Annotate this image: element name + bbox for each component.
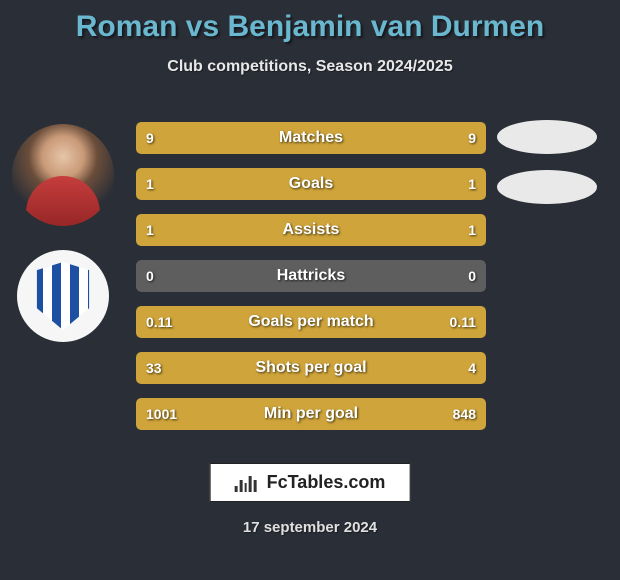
bar-right-fill bbox=[311, 122, 486, 154]
crest-shield-icon bbox=[34, 262, 92, 330]
stat-row: 11Assists bbox=[136, 214, 486, 246]
bar-left-fill bbox=[136, 168, 311, 200]
stat-right-value: 1 bbox=[468, 168, 476, 200]
stat-right-value: 9 bbox=[468, 122, 476, 154]
stat-left-value: 33 bbox=[146, 352, 162, 384]
player2-avatar-placeholder bbox=[497, 120, 597, 154]
stat-left-value: 0 bbox=[146, 260, 154, 292]
stat-left-value: 9 bbox=[146, 122, 154, 154]
bar-right-fill bbox=[311, 214, 486, 246]
bar-left-fill bbox=[136, 214, 311, 246]
bar-left-fill bbox=[136, 352, 448, 384]
attribution-text: FcTables.com bbox=[267, 472, 386, 493]
stats-bars: 99Matches11Goals11Assists00Hattricks0.11… bbox=[136, 122, 486, 430]
stat-left-value: 1 bbox=[146, 214, 154, 246]
bar-track bbox=[136, 260, 486, 292]
chart-icon bbox=[235, 474, 257, 492]
attribution-box: FcTables.com bbox=[210, 463, 411, 502]
subtitle: Club competitions, Season 2024/2025 bbox=[0, 58, 620, 76]
page-title: Roman vs Benjamin van Durmen bbox=[0, 0, 620, 44]
stat-row: 11Goals bbox=[136, 168, 486, 200]
stat-left-value: 0.11 bbox=[146, 306, 172, 338]
stat-row: 99Matches bbox=[136, 122, 486, 154]
stat-left-value: 1001 bbox=[146, 398, 177, 430]
date-text: 17 september 2024 bbox=[243, 519, 377, 536]
stat-row: 0.110.11Goals per match bbox=[136, 306, 486, 338]
stat-right-value: 0.11 bbox=[450, 306, 476, 338]
player1-avatar bbox=[12, 124, 114, 226]
stat-right-value: 848 bbox=[453, 398, 476, 430]
stat-row: 00Hattricks bbox=[136, 260, 486, 292]
stat-right-value: 1 bbox=[468, 214, 476, 246]
bar-right-fill bbox=[311, 168, 486, 200]
stat-row: 334Shots per goal bbox=[136, 352, 486, 384]
stat-right-value: 4 bbox=[468, 352, 476, 384]
right-player-column bbox=[492, 120, 602, 204]
stat-left-value: 1 bbox=[146, 168, 154, 200]
player2-crest-placeholder bbox=[497, 170, 597, 204]
stat-right-value: 0 bbox=[468, 260, 476, 292]
stat-row: 1001848Min per goal bbox=[136, 398, 486, 430]
player1-club-crest bbox=[17, 250, 109, 342]
bar-left-fill bbox=[136, 122, 311, 154]
bar-right-fill bbox=[448, 352, 487, 384]
left-player-column bbox=[8, 124, 118, 342]
